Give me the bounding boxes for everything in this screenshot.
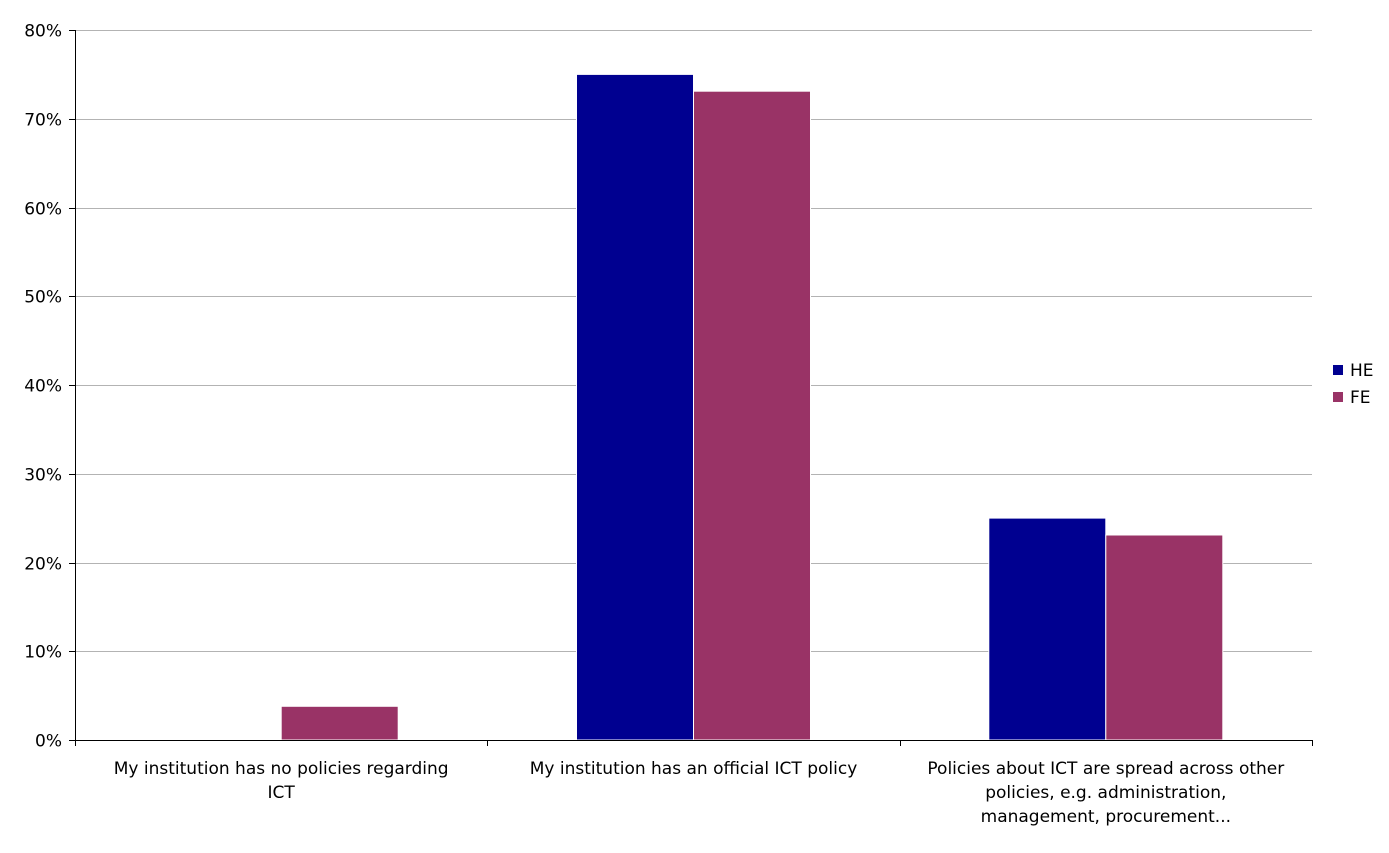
bar-fe-3 bbox=[1105, 534, 1224, 741]
bar-fe-1 bbox=[280, 705, 399, 741]
x-category-label: My institution has no policies regarding… bbox=[114, 759, 449, 803]
x-axis-ticks bbox=[75, 740, 1313, 746]
legend-swatch-fe bbox=[1333, 392, 1343, 402]
y-tick-label: 40% bbox=[24, 377, 62, 397]
legend-swatch-he bbox=[1333, 365, 1343, 375]
y-tick-label: 50% bbox=[24, 288, 62, 308]
axes bbox=[75, 30, 1312, 741]
y-tick-label: 30% bbox=[24, 466, 62, 486]
bars bbox=[280, 73, 1224, 741]
x-axis-category-labels: My institution has no policies regarding… bbox=[114, 759, 1284, 827]
y-tick-label: 0% bbox=[35, 732, 62, 752]
legend-label-fe: FE bbox=[1350, 388, 1371, 408]
bar-he-2 bbox=[576, 73, 694, 741]
y-axis-ticks bbox=[69, 30, 75, 741]
x-category-label: Policies about ICT are spread across oth… bbox=[927, 759, 1284, 827]
bar-he-3 bbox=[988, 517, 1107, 741]
y-tick-label: 70% bbox=[24, 111, 62, 131]
y-tick-label: 80% bbox=[24, 22, 62, 42]
legend-label-he: HE bbox=[1350, 361, 1374, 381]
y-tick-label: 20% bbox=[24, 555, 62, 575]
x-category-label: My institution has an official ICT polic… bbox=[530, 759, 858, 779]
y-tick-label: 60% bbox=[24, 200, 62, 220]
bar-fe-2 bbox=[693, 90, 811, 741]
y-axis-tick-labels: 0% 10% 20% 30% 40% 50% 60% 70% 80% bbox=[24, 22, 62, 752]
legend: HE FE bbox=[1333, 361, 1374, 408]
y-tick-label: 10% bbox=[24, 643, 62, 663]
